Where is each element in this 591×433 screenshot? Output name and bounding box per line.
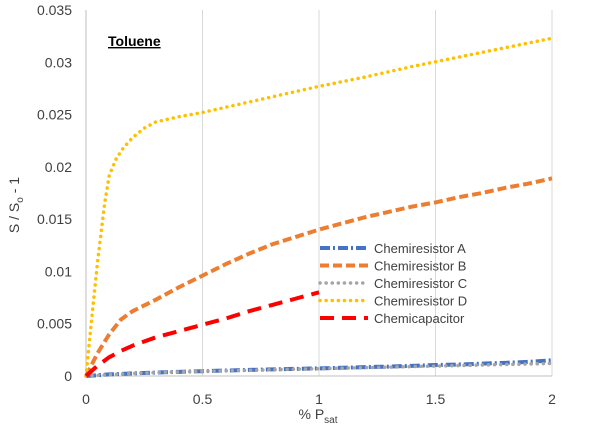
y-tick-label: 0.025 <box>37 107 72 123</box>
chart-title: Toluene <box>108 33 161 49</box>
x-tick-label: 1.5 <box>426 391 446 407</box>
x-axis-title-main: % P <box>298 406 324 422</box>
x-tick-label: 0.5 <box>193 391 213 407</box>
y-tick-label: 0.02 <box>45 159 72 175</box>
axis-layer <box>85 10 552 377</box>
legend-label-chemiresistor-d: Chemiresistor D <box>374 294 467 309</box>
y-tick-label: 0.015 <box>37 211 72 227</box>
legend-label-chemiresistor-b: Chemiresistor B <box>374 259 466 274</box>
series-layer <box>84 36 554 378</box>
grid-layer <box>202 10 553 376</box>
series-line-chemiresistor-b <box>84 176 553 377</box>
y-tick-label: 0.01 <box>45 263 72 279</box>
x-tick-label: 0 <box>82 391 90 407</box>
x-tick-label: 2 <box>548 391 556 407</box>
series-line-chemiresistor-c <box>84 361 554 378</box>
y-tick-label: 0.035 <box>37 2 72 18</box>
y-axis-title: S / So - 1 <box>6 177 26 233</box>
legend-label-chemicapacitor: Chemicapacitor <box>374 311 465 326</box>
y-tick-label: 0 <box>64 368 72 384</box>
y-axis-title-main: S / S <box>6 203 22 233</box>
y-axis-title-subscript: o <box>15 197 26 203</box>
y-tick-label: 0.03 <box>45 54 72 70</box>
legend-label-chemiresistor-a: Chemiresistor A <box>374 241 466 256</box>
tick-layer: 0 0.5 1 1.5 2 0 0.005 0.01 0.015 0.02 0.025 0.03 0.0… <box>37 2 556 407</box>
y-tick-label: 0.005 <box>37 316 72 332</box>
x-tick-label: 1 <box>315 391 323 407</box>
x-axis-title-subscript: sat <box>324 415 338 426</box>
x-axis-title: % Psat <box>298 406 337 426</box>
legend: Chemiresistor A Chemiresistor B Chemiresis… <box>318 241 467 326</box>
series-line-chemiresistor-d <box>84 36 554 378</box>
y-axis-title-suffix: - 1 <box>6 177 22 197</box>
series-line-chemicapacitor <box>84 290 320 378</box>
legend-label-chemiresistor-c: Chemiresistor C <box>374 276 467 291</box>
